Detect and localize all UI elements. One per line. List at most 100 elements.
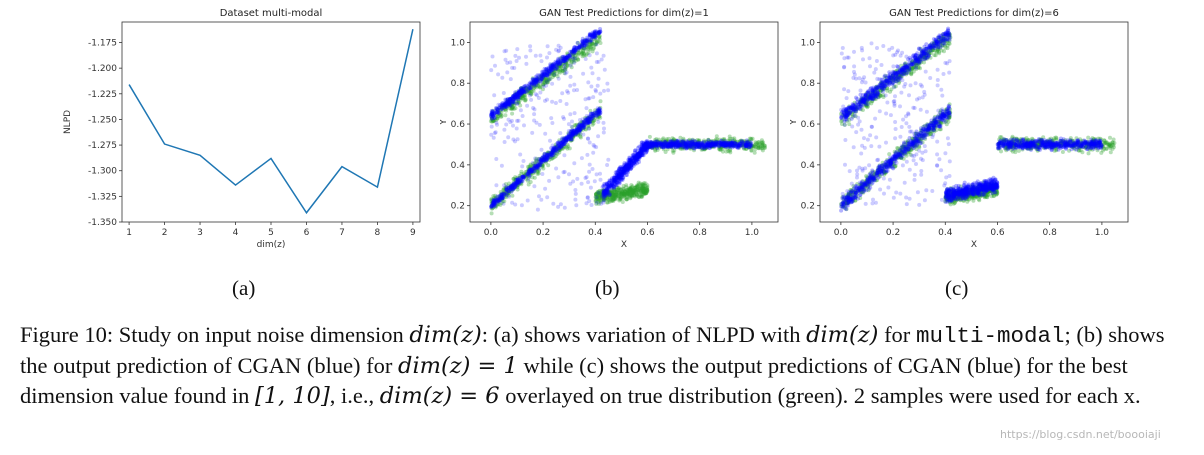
scatter-point bbox=[560, 68, 565, 73]
scatter-point bbox=[611, 197, 616, 202]
scatter-point bbox=[633, 194, 637, 199]
scatter-point bbox=[544, 69, 549, 74]
scatter-point bbox=[642, 190, 647, 195]
scatter-point bbox=[511, 99, 516, 104]
scatter-point bbox=[652, 142, 657, 147]
scatter-point bbox=[577, 131, 582, 136]
scatter-point bbox=[540, 82, 545, 87]
scatter-point bbox=[682, 145, 687, 150]
scatter-point bbox=[600, 196, 605, 201]
scatter-point bbox=[650, 144, 655, 148]
scatter-point bbox=[590, 111, 595, 116]
scatter-point bbox=[536, 164, 541, 169]
scatter-point bbox=[643, 189, 648, 194]
scatter-point bbox=[596, 189, 601, 194]
scatter-point bbox=[543, 81, 548, 85]
scatter-point bbox=[709, 138, 714, 143]
scatter-point bbox=[598, 91, 603, 96]
scatter-point bbox=[600, 195, 605, 199]
scatter-point bbox=[742, 146, 747, 151]
scatter-point bbox=[618, 195, 623, 200]
scatter-point bbox=[570, 50, 574, 54]
scatter-point bbox=[720, 139, 725, 144]
scatter-point bbox=[523, 174, 528, 179]
scatter-point bbox=[560, 146, 565, 151]
scatter-point bbox=[588, 115, 593, 120]
scatter-point bbox=[491, 119, 496, 124]
scatter-point bbox=[624, 166, 629, 171]
scatter-point bbox=[528, 171, 533, 176]
scatter-point bbox=[611, 186, 616, 191]
scatter-point bbox=[539, 75, 543, 80]
scatter-point bbox=[680, 139, 685, 144]
scatter-point bbox=[556, 175, 561, 180]
scatter-point bbox=[589, 32, 594, 37]
scatter-point bbox=[569, 135, 574, 140]
scatter-point bbox=[619, 191, 624, 196]
scatter-point bbox=[679, 140, 683, 145]
scatter-point bbox=[1016, 148, 1021, 153]
scatter-point bbox=[601, 190, 606, 195]
scatter-point bbox=[696, 142, 701, 147]
scatter-point bbox=[575, 128, 580, 133]
scatter-point bbox=[502, 189, 507, 194]
scatter-point bbox=[645, 189, 650, 194]
scatter-point bbox=[526, 182, 531, 187]
scatter-point bbox=[641, 188, 646, 193]
scatter-point bbox=[519, 182, 524, 187]
scatter-point bbox=[559, 146, 564, 151]
scatter-point bbox=[701, 147, 705, 152]
scatter-point bbox=[586, 123, 591, 128]
scatter-point bbox=[630, 189, 635, 194]
scatter-point bbox=[546, 151, 551, 156]
scatter-point bbox=[491, 194, 496, 199]
scatter-point bbox=[687, 137, 692, 142]
scatter-point bbox=[492, 117, 497, 122]
y-tick-label: 0.4 bbox=[451, 161, 466, 171]
scatter-point bbox=[604, 191, 609, 195]
scatter-point bbox=[591, 121, 596, 126]
scatter-point bbox=[504, 106, 509, 110]
scatter-point bbox=[629, 187, 634, 192]
scatter-point bbox=[518, 96, 522, 101]
scatter-point bbox=[587, 169, 592, 174]
scatter-point bbox=[508, 102, 513, 107]
scatter-point bbox=[517, 181, 522, 186]
scatter-point bbox=[697, 142, 702, 147]
scatter-point bbox=[636, 194, 641, 199]
scatter-point bbox=[515, 96, 520, 101]
scatter-point bbox=[606, 189, 611, 194]
scatter-point bbox=[594, 172, 599, 177]
scatter-point bbox=[518, 152, 523, 157]
scatter-point bbox=[551, 68, 556, 73]
scatter-point bbox=[560, 59, 565, 64]
scatter-point bbox=[663, 150, 668, 154]
scatter-point bbox=[617, 198, 622, 203]
scatter-point bbox=[517, 90, 522, 95]
scatter-point bbox=[762, 145, 767, 150]
scatter-point bbox=[556, 64, 561, 68]
scatter-point bbox=[581, 125, 586, 130]
x-axis-label: dim(z) bbox=[257, 240, 286, 250]
scatter-point bbox=[726, 144, 731, 148]
scatter-point bbox=[512, 103, 517, 108]
scatter-point bbox=[515, 92, 520, 97]
scatter-point bbox=[587, 39, 592, 44]
scatter-point bbox=[558, 145, 563, 150]
scatter-point bbox=[586, 80, 591, 85]
scatter-point bbox=[743, 140, 748, 145]
true-distribution-points bbox=[488, 30, 767, 216]
scatter-point bbox=[566, 129, 571, 133]
scatter-point bbox=[490, 200, 495, 205]
scatter-point bbox=[597, 188, 602, 193]
scatter-point bbox=[740, 140, 745, 144]
scatter-point bbox=[568, 53, 573, 57]
scatter-point bbox=[597, 34, 602, 39]
scatter-point bbox=[590, 112, 595, 117]
scatter-point bbox=[747, 136, 752, 141]
scatter-point bbox=[528, 48, 533, 53]
scatter-point bbox=[749, 148, 754, 153]
scatter-point bbox=[557, 147, 562, 152]
scatter-point bbox=[493, 193, 498, 198]
scatter-point bbox=[549, 67, 554, 72]
